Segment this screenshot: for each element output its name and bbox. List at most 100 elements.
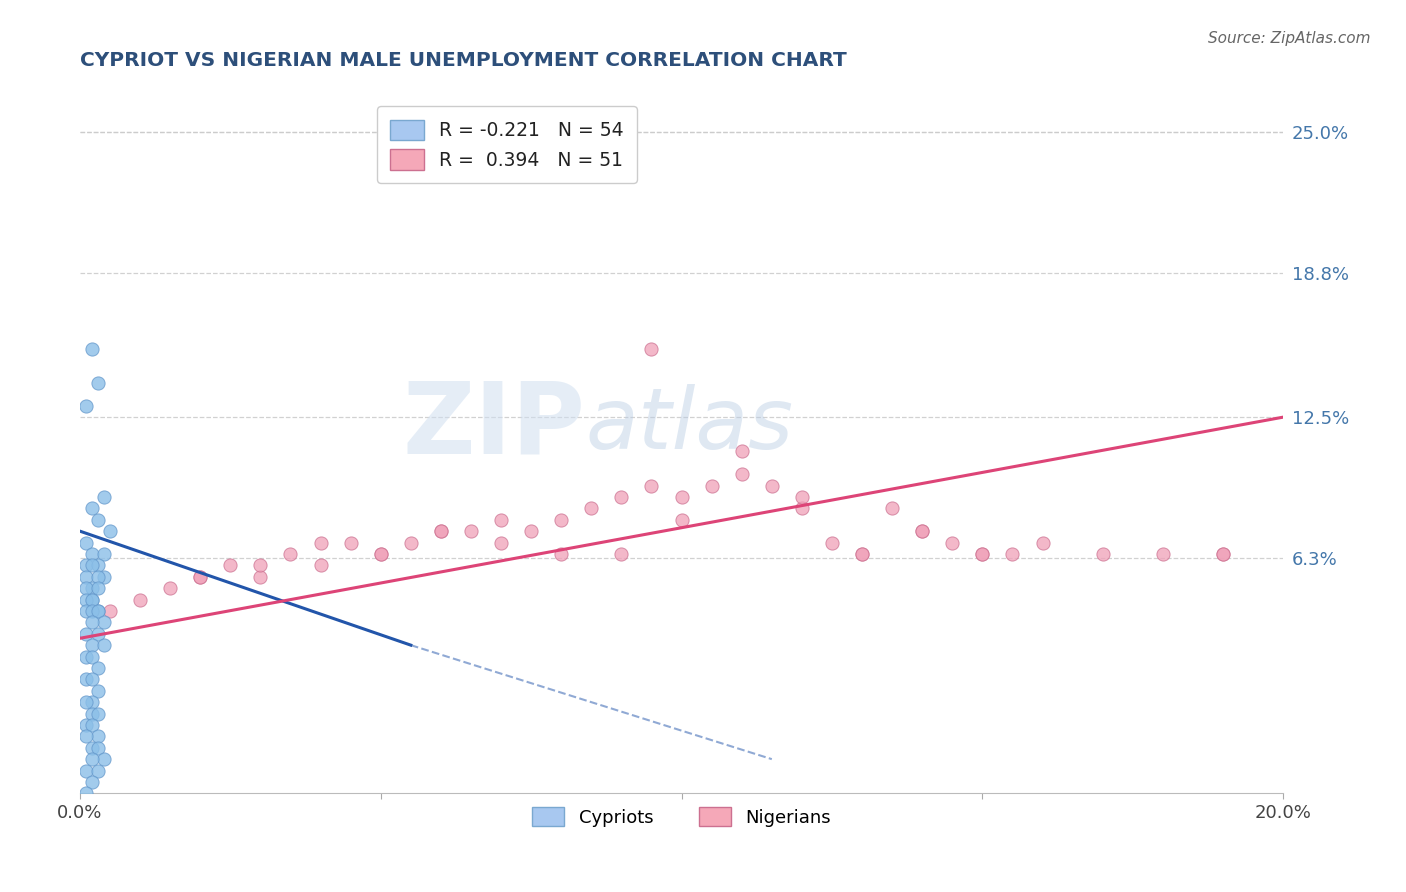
Point — [370, 547, 392, 561]
Point — [550, 547, 572, 561]
Point — [80, 718, 103, 732]
Point — [87, 764, 110, 778]
Point — [75, 604, 97, 618]
Point — [75, 558, 97, 573]
Point — [249, 558, 271, 573]
Text: Source: ZipAtlas.com: Source: ZipAtlas.com — [1208, 31, 1371, 46]
Point — [489, 513, 512, 527]
Point — [80, 342, 103, 356]
Point — [80, 592, 103, 607]
Point — [1032, 535, 1054, 549]
Point — [460, 524, 482, 538]
Point — [80, 740, 103, 755]
Text: atlas: atlas — [585, 384, 793, 467]
Point — [93, 490, 115, 504]
Point — [188, 570, 211, 584]
Point — [93, 638, 115, 652]
Point — [790, 501, 813, 516]
Point — [80, 752, 103, 766]
Point — [80, 775, 103, 789]
Point — [159, 581, 181, 595]
Point — [309, 535, 332, 549]
Point — [87, 570, 110, 584]
Point — [80, 615, 103, 630]
Point — [80, 706, 103, 721]
Point — [80, 581, 103, 595]
Point — [75, 581, 97, 595]
Point — [339, 535, 361, 549]
Point — [75, 626, 97, 640]
Point — [80, 649, 103, 664]
Point — [75, 695, 97, 709]
Point — [80, 558, 103, 573]
Point — [370, 547, 392, 561]
Point — [80, 673, 103, 687]
Point — [430, 524, 453, 538]
Point — [75, 592, 97, 607]
Point — [249, 570, 271, 584]
Point — [87, 661, 110, 675]
Point — [430, 524, 453, 538]
Point — [821, 535, 844, 549]
Point — [75, 764, 97, 778]
Point — [93, 570, 115, 584]
Point — [75, 649, 97, 664]
Point — [93, 615, 115, 630]
Point — [87, 558, 110, 573]
Point — [80, 695, 103, 709]
Point — [1091, 547, 1114, 561]
Point — [87, 604, 110, 618]
Point — [87, 706, 110, 721]
Point — [550, 513, 572, 527]
Y-axis label: Male Unemployment: Male Unemployment — [0, 354, 8, 526]
Point — [972, 547, 994, 561]
Point — [219, 558, 242, 573]
Legend: Cypriots, Nigerians: Cypriots, Nigerians — [524, 800, 838, 834]
Point — [851, 547, 873, 561]
Point — [671, 513, 693, 527]
Point — [1212, 547, 1234, 561]
Point — [882, 501, 904, 516]
Point — [911, 524, 934, 538]
Point — [75, 718, 97, 732]
Point — [851, 547, 873, 561]
Point — [581, 501, 603, 516]
Point — [75, 535, 97, 549]
Point — [700, 478, 723, 492]
Point — [75, 786, 97, 800]
Point — [911, 524, 934, 538]
Point — [80, 547, 103, 561]
Point — [489, 535, 512, 549]
Point — [80, 592, 103, 607]
Point — [93, 547, 115, 561]
Point — [280, 547, 302, 561]
Point — [87, 604, 110, 618]
Point — [731, 467, 754, 482]
Point — [98, 524, 121, 538]
Point — [309, 558, 332, 573]
Point — [80, 638, 103, 652]
Point — [80, 501, 103, 516]
Point — [640, 478, 662, 492]
Point — [1152, 547, 1174, 561]
Point — [87, 730, 110, 744]
Point — [972, 547, 994, 561]
Point — [75, 730, 97, 744]
Point — [87, 683, 110, 698]
Point — [188, 570, 211, 584]
Point — [75, 399, 97, 413]
Point — [87, 740, 110, 755]
Point — [610, 547, 633, 561]
Point — [1212, 547, 1234, 561]
Point — [761, 478, 783, 492]
Text: CYPRIOT VS NIGERIAN MALE UNEMPLOYMENT CORRELATION CHART: CYPRIOT VS NIGERIAN MALE UNEMPLOYMENT CO… — [80, 51, 846, 70]
Point — [941, 535, 963, 549]
Point — [93, 752, 115, 766]
Point — [790, 490, 813, 504]
Point — [87, 376, 110, 390]
Text: ZIP: ZIP — [402, 377, 585, 475]
Point — [640, 342, 662, 356]
Point — [129, 592, 152, 607]
Point — [87, 513, 110, 527]
Point — [1001, 547, 1024, 561]
